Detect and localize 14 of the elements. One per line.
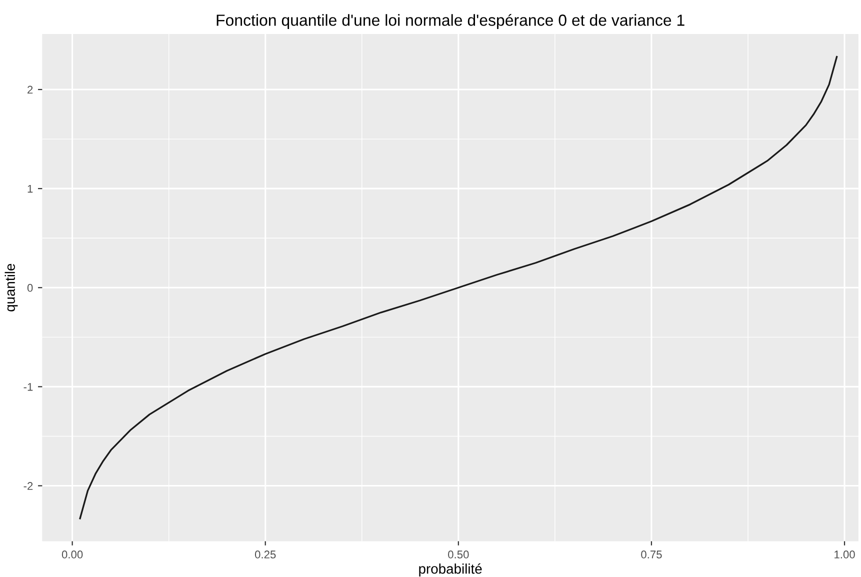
line-series bbox=[79, 56, 838, 520]
x-axis-title: probabilité bbox=[419, 563, 482, 576]
x-tick-label: 1.00 bbox=[834, 550, 855, 558]
y-tick-label: -1 bbox=[24, 383, 33, 391]
y-axis-title: quantile bbox=[4, 264, 18, 312]
y-tick-label: -2 bbox=[24, 482, 33, 490]
x-tick-label: 0.50 bbox=[448, 550, 469, 558]
x-tick-label: 0.75 bbox=[641, 550, 662, 558]
x-tick-label: 0.00 bbox=[62, 550, 83, 558]
y-tick-label: 1 bbox=[28, 184, 33, 193]
y-tick-label: 2 bbox=[28, 86, 33, 94]
y-tick-label: 0 bbox=[27, 284, 33, 292]
chart-title: Fonction quantile d'une loi normale d'espérance 0 et de variance 1 bbox=[216, 14, 684, 30]
x-tick-label: 0.25 bbox=[254, 550, 276, 558]
